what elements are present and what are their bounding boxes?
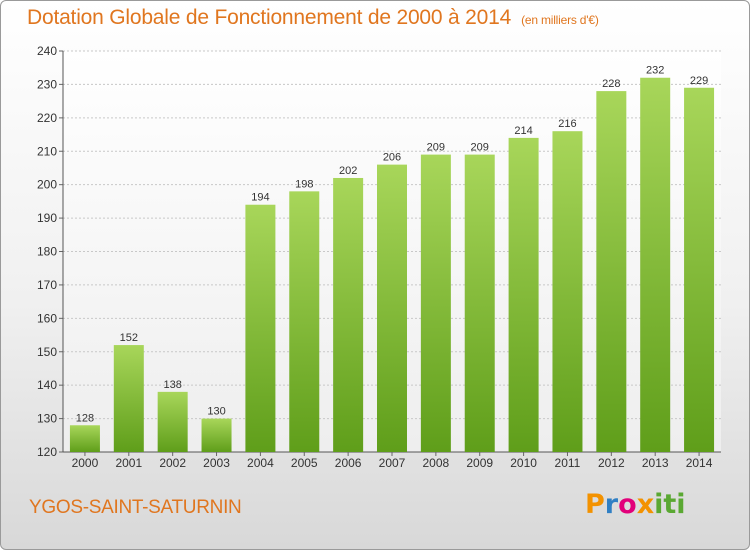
x-tick-label: 2014 [686,456,713,470]
data-label: 232 [646,65,664,77]
data-label: 229 [690,75,708,87]
bar [377,164,407,452]
chart-title-text: Dotation Globale de Fonctionnement de 20… [27,6,512,29]
data-label: 209 [471,142,489,154]
bar [552,131,583,452]
y-tick-label: 160 [37,311,57,325]
data-label: 209 [427,142,445,154]
bar [596,91,627,452]
y-tick-label: 180 [37,245,57,259]
bar [420,154,451,452]
x-tick-label: 2001 [115,456,142,470]
y-tick-label: 200 [37,178,57,192]
y-tick-label: 210 [37,144,57,158]
data-label: 202 [339,165,357,177]
bar [113,345,144,452]
x-tick-label: 2000 [72,456,99,470]
commune-name: YGOS-SAINT-SATURNIN [29,497,242,518]
bar [289,191,320,452]
data-label: 152 [120,332,138,344]
y-tick-label: 240 [37,44,57,58]
bar [684,87,715,452]
data-label: 228 [602,78,620,90]
x-tick-label: 2006 [335,456,362,470]
data-label: 206 [383,152,401,164]
data-label: 214 [514,125,532,137]
data-label: 138 [163,379,181,391]
chart-subtitle: (en milliers d'€) [521,13,599,27]
x-tick-label: 2007 [379,456,406,470]
bar [508,137,539,452]
x-tick-label: 2013 [642,456,669,470]
y-tick-label: 230 [37,77,57,91]
y-tick-label: 170 [37,278,57,292]
x-tick-label: 2012 [598,456,625,470]
bar [69,425,100,452]
y-tick-label: 150 [37,345,57,359]
y-tick-label: 130 [37,412,57,426]
data-label: 128 [76,412,94,424]
chart-title: Dotation Globale de Fonctionnement de 20… [27,6,599,30]
data-label: 216 [558,118,576,130]
y-tick-label: 190 [37,211,57,225]
bar [333,177,364,452]
x-tick-label: 2002 [159,456,186,470]
proxiti-logo: Proxiti [585,489,686,520]
bar [640,77,671,452]
x-tick-label: 2005 [291,456,318,470]
y-tick-label: 220 [37,111,57,125]
data-label: 198 [295,178,313,190]
x-tick-label: 2004 [247,456,274,470]
x-tick-label: 2008 [423,456,450,470]
data-label: 130 [207,406,225,418]
x-tick-label: 2010 [510,456,537,470]
data-label: 194 [251,192,269,204]
x-tick-label: 2011 [555,456,581,470]
y-tick-label: 120 [37,445,57,459]
x-tick-label: 2003 [203,456,230,470]
bar [464,154,495,452]
bar [157,391,188,452]
y-tick-label: 140 [37,378,57,392]
bar [201,418,232,452]
x-tick-label: 2009 [466,456,493,470]
bar [245,204,276,452]
